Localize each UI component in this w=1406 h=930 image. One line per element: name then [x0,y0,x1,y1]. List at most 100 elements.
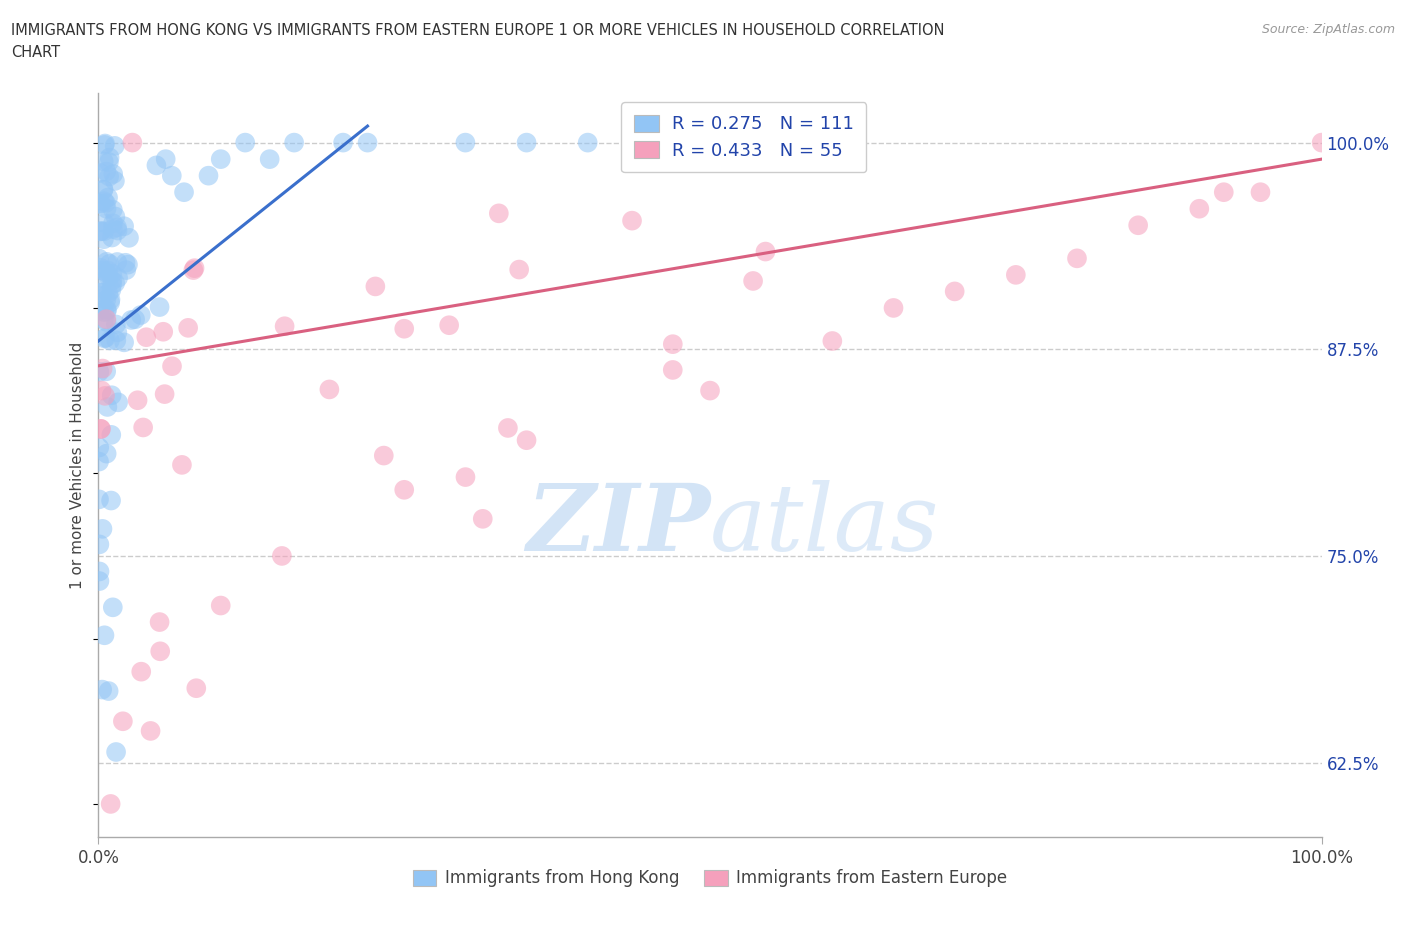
Point [392,483,416,498]
Point [101,203,124,218]
Point [96,312,118,326]
Point [91,682,114,697]
Point [209,152,232,166]
Point [93,154,115,169]
Point [104,317,127,332]
Point [100,388,122,403]
Point [754,244,776,259]
Point [135,330,157,345]
Point [105,325,128,339]
Point [91,361,114,376]
Point [488,206,510,220]
Point [90,196,112,211]
Point [101,273,124,288]
Point [93,628,115,643]
Point [153,387,176,402]
Point [101,221,124,236]
Point [97,286,120,300]
Point [105,255,128,270]
Point [91,271,114,286]
Point [90,421,112,436]
Point [115,262,138,277]
Point [209,598,232,613]
Point [1004,268,1026,283]
Point [155,152,177,166]
Point [96,400,118,415]
Point [97,270,120,285]
Text: atlas: atlas [710,480,939,569]
Point [107,271,129,286]
Point [454,470,477,485]
Point [496,420,519,435]
Point [149,299,172,314]
Point [283,135,305,150]
Point [1310,135,1333,150]
Point [129,308,152,323]
Point [100,493,122,508]
Point [118,231,141,246]
Point [94,195,117,210]
Legend: Immigrants from Hong Kong, Immigrants from Eastern Europe: Immigrants from Hong Kong, Immigrants fr… [405,861,1015,896]
Point [96,265,118,280]
Point [96,364,118,379]
Point [233,135,256,150]
Point [149,615,172,630]
Point [183,262,205,277]
Point [105,220,128,235]
Point [160,168,183,183]
Point [259,152,281,166]
Point [114,256,136,271]
Point [332,135,354,150]
Point [97,190,120,205]
Point [93,182,115,197]
Point [661,363,683,378]
Point [186,681,208,696]
Point [89,286,111,300]
Point [87,454,110,469]
Point [87,492,110,507]
Point [89,166,111,180]
Point [100,796,122,811]
Point [93,216,115,231]
Point [318,382,340,397]
Point [101,216,124,231]
Point [576,135,599,150]
Point [437,318,460,333]
Point [943,284,966,299]
Point [699,383,721,398]
Point [197,168,219,183]
Point [177,321,200,336]
Point [89,564,111,578]
Text: ZIP: ZIP [526,480,710,569]
Point [516,432,538,447]
Point [127,392,149,407]
Point [96,292,118,307]
Point [91,263,114,278]
Point [454,135,477,150]
Point [270,549,294,564]
Point [104,275,127,290]
Point [93,138,115,153]
Point [104,139,127,153]
Point [98,295,121,310]
Point [97,263,120,278]
Point [90,288,112,303]
Point [124,312,146,326]
Point [112,219,135,233]
Point [93,193,115,208]
Point [100,283,122,298]
Point [89,303,111,318]
Point [103,166,125,181]
Point [516,135,538,150]
Point [98,257,121,272]
Point [90,421,112,436]
Point [89,440,111,455]
Point [96,201,118,216]
Point [104,174,127,189]
Point [89,537,111,551]
Point [120,312,142,327]
Y-axis label: 1 or more Vehicles in Household: 1 or more Vehicles in Household [70,341,86,589]
Point [471,512,494,526]
Point [121,135,143,150]
Point [96,303,118,318]
